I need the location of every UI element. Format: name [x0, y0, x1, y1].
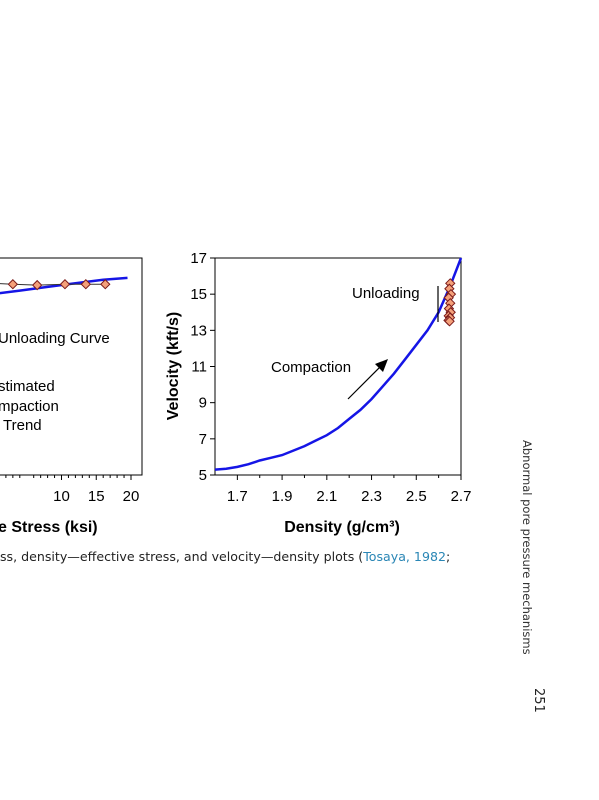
y-tick-label: 7	[199, 431, 207, 448]
left-x-tick-label: 10	[53, 488, 70, 505]
left-plot-frame	[0, 257, 143, 476]
annotation-compaction: Compaction	[271, 359, 351, 376]
x-tick-label: 2.3	[361, 488, 382, 505]
x-tick-label: 1.7	[227, 488, 248, 505]
x-tick-label: 2.7	[451, 488, 472, 505]
y-tick-label: 17	[190, 250, 207, 267]
citation-link[interactable]: Tosaya, 1982	[363, 549, 446, 564]
left-unloading-point	[31, 279, 43, 291]
annotation-trend: Trend	[3, 417, 42, 434]
caption-end: ;	[445, 549, 451, 564]
right-unloading-markers	[443, 278, 457, 327]
right-x-axis-label: Density (g/cm³)	[284, 519, 400, 536]
left-x-tick-label: 20	[123, 488, 140, 505]
annotation-compaction-label: mpaction	[0, 398, 59, 415]
compaction-arrowhead	[375, 359, 388, 372]
caption-text: ss, density—effective stress, and veloci…	[0, 549, 364, 564]
y-tick-label: 15	[190, 286, 207, 303]
unloading-point	[444, 316, 455, 327]
y-tick-label: 13	[190, 322, 207, 339]
left-unloading-point	[100, 279, 111, 290]
right-compaction-curve	[214, 257, 463, 471]
left-unloading-markers	[7, 279, 111, 291]
annotation-unloading-curve: Unloading Curve	[0, 330, 110, 347]
left-x-ticks: 10 15 20	[5, 475, 140, 505]
effective-stress-chart: 10 15 20 Unloading Curve stimated mpaction…	[0, 257, 143, 536]
x-tick-label: 2.5	[406, 488, 427, 505]
x-tick-label: 2.1	[316, 488, 337, 505]
left-unloading-point	[59, 279, 71, 290]
figure-caption: ss, density—effective stress, and veloci…	[0, 549, 450, 564]
running-header: Abnormal pore pressure mechanisms	[520, 440, 534, 655]
y-tick-label: 9	[199, 395, 207, 412]
annotation-estimated: stimated	[0, 378, 55, 395]
compaction-arrow	[347, 362, 385, 400]
right-y-axis-label: Velocity (kft/s)	[165, 312, 182, 420]
right-axis-ticks: 5 7 9 11 13 15 17 1.7 1.9 2.1 2.3 2.5 2.7	[190, 250, 471, 505]
left-x-tick-label: 15	[88, 488, 105, 505]
left-x-axis-label: e Stress (ksi)	[0, 519, 98, 536]
left-unloading-point	[80, 279, 92, 290]
annotation-unloading: Unloading	[352, 285, 420, 302]
left-unloading-point	[7, 279, 19, 290]
x-tick-label: 1.9	[272, 488, 293, 505]
y-tick-label: 5	[199, 467, 207, 484]
y-tick-label: 11	[191, 359, 207, 376]
page-number: 251	[531, 688, 546, 713]
